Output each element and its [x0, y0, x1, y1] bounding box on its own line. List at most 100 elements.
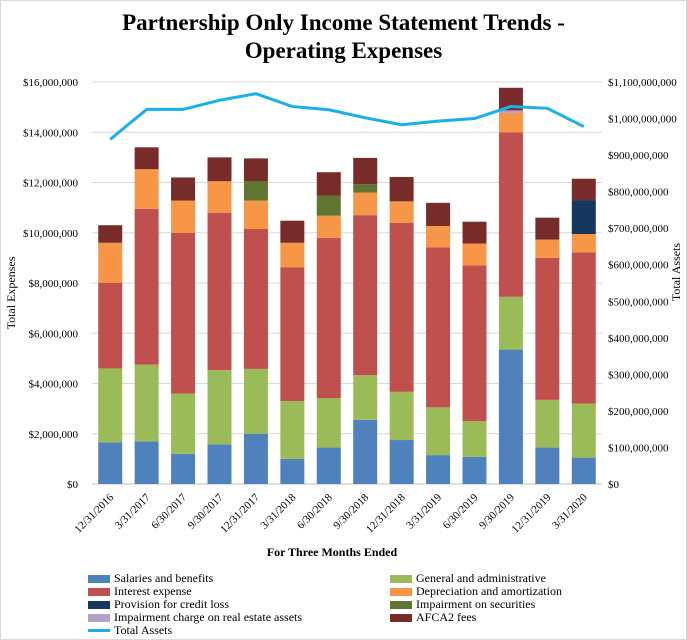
bar-segment-depreciation-and-amortization	[280, 242, 305, 268]
x-tick-label: 6/30/2018	[295, 491, 335, 531]
right-tick-label: $0	[608, 479, 620, 491]
bar-segment-salaries-and-benefits	[98, 442, 123, 484]
bar-segment-afca2-fees	[316, 172, 341, 196]
bar-segment-provision-for-credit-loss	[571, 200, 596, 235]
bar-segment-afca2-fees	[134, 147, 159, 170]
legend-label: Salaries and benefits	[114, 571, 214, 585]
bar-segment-salaries-and-benefits	[535, 447, 560, 484]
left-tick-label: $0	[67, 479, 79, 491]
bar-segment-interest-expense	[171, 232, 196, 394]
bar-segment-salaries-and-benefits	[462, 456, 487, 484]
bar-segment-interest-expense	[243, 228, 268, 369]
bar-segment-afca2-fees	[571, 178, 596, 201]
bar-segment-impairment-charge-on-real-estate-assets	[498, 110, 523, 113]
bar-segment-afca2-fees	[98, 225, 123, 243]
legend-item: General and administrative	[390, 571, 546, 585]
legend-swatch	[88, 613, 110, 622]
bar-segment-general-and-administrative	[353, 375, 378, 420]
bar-segment-general-and-administrative	[316, 398, 341, 448]
x-tick-label: 6/30/2017	[149, 491, 189, 531]
left-tick-label: $16,000,000	[23, 77, 79, 89]
bar-segment-depreciation-and-amortization	[316, 215, 341, 238]
legend-swatch	[390, 600, 412, 609]
bar-segment-salaries-and-benefits	[243, 433, 268, 484]
x-tick-label: 3/31/2018	[258, 491, 298, 531]
legend-item: Provision for credit loss	[88, 597, 229, 611]
y-axis-title-right: Total Assets	[669, 243, 683, 301]
bar-segment-general-and-administrative	[280, 401, 305, 459]
bar-segment-interest-expense	[498, 132, 523, 297]
right-tick-label: $300,000,000	[608, 369, 669, 381]
bar-segment-salaries-and-benefits	[207, 444, 232, 484]
bar-segment-afca2-fees	[243, 158, 268, 181]
bar-segment-interest-expense	[535, 257, 560, 400]
bar-segment-general-and-administrative	[171, 393, 196, 454]
right-tick-label: $500,000,000	[608, 296, 669, 308]
x-axis-title: For Three Months Ended	[267, 545, 398, 559]
bar-segment-general-and-administrative	[389, 391, 414, 441]
x-tick-label: 3/31/2019	[404, 491, 444, 531]
right-tick-label: $400,000,000	[608, 333, 669, 345]
left-tick-label: $10,000,000	[23, 228, 79, 240]
x-tick-label: 12/31/2019	[510, 491, 554, 535]
bar-segment-general-and-administrative	[462, 421, 487, 457]
legend-label: Impairment charge on real estate assets	[114, 610, 303, 624]
legend-swatch	[390, 613, 412, 622]
bar-segment-impairment-on-securities	[243, 180, 268, 201]
bar-segment-interest-expense	[98, 283, 123, 369]
legend: Salaries and benefits General and adminis…	[88, 571, 648, 638]
bar-segment-afca2-fees	[535, 217, 560, 240]
legend-item: Total Assets	[88, 623, 172, 637]
x-tick-label: 3/31/2017	[113, 491, 153, 531]
bar-segment-afca2-fees	[207, 157, 232, 182]
legend-label: Interest expense	[114, 584, 192, 598]
right-tick-label: $200,000,000	[608, 406, 669, 418]
x-tick-label: 12/31/2018	[364, 491, 408, 535]
left-tick-label: $8,000,000	[29, 278, 79, 290]
bar-segment-salaries-and-benefits	[498, 349, 523, 484]
right-tick-label: $100,000,000	[608, 442, 669, 454]
legend-item: Impairment charge on real estate assets	[88, 610, 303, 624]
x-tick-label: 12/31/2016	[72, 491, 116, 535]
right-tick-label: $1,100,000,000	[608, 77, 677, 89]
bar-segment-salaries-and-benefits	[316, 447, 341, 484]
bar-segment-interest-expense	[426, 247, 451, 408]
bar-segment-salaries-and-benefits	[134, 441, 159, 484]
bar-segment-salaries-and-benefits	[389, 440, 414, 484]
bar-segment-impairment-on-securities	[316, 195, 341, 216]
x-tick-label: 12/31/2017	[218, 491, 262, 535]
legend-item: Impairment on securities	[390, 597, 535, 611]
bar-segment-depreciation-and-amortization	[171, 200, 196, 233]
left-tick-label: $12,000,000	[23, 178, 79, 190]
bar-segment-general-and-administrative	[426, 407, 451, 456]
bar-segment-depreciation-and-amortization	[389, 201, 414, 223]
bar-segment-depreciation-and-amortization	[462, 243, 487, 266]
bar-segment-interest-expense	[207, 212, 232, 371]
bar-segment-interest-expense	[353, 215, 378, 376]
bar-segment-afca2-fees	[426, 202, 451, 226]
bar-segment-depreciation-and-amortization	[134, 169, 159, 209]
legend-swatch	[88, 600, 110, 609]
bar-segment-salaries-and-benefits	[353, 419, 378, 484]
legend-line-swatch	[88, 629, 110, 632]
bar-segment-interest-expense	[316, 237, 341, 399]
left-tick-label: $2,000,000	[29, 429, 79, 441]
legend-item: Depreciation and amortization	[390, 584, 562, 598]
bar-segment-general-and-administrative	[134, 364, 159, 442]
bar-segment-general-and-administrative	[535, 399, 560, 448]
bar-segment-depreciation-and-amortization	[353, 192, 378, 216]
bar-segment-afca2-fees	[389, 176, 414, 202]
right-tick-label: $600,000,000	[608, 260, 669, 272]
left-tick-label: $4,000,000	[29, 379, 79, 391]
bar-segment-afca2-fees	[462, 221, 487, 244]
bar-segment-depreciation-and-amortization	[498, 112, 523, 133]
bar-segment-afca2-fees	[498, 87, 523, 111]
legend-item: Interest expense	[88, 584, 192, 598]
bar-segment-general-and-administrative	[243, 368, 268, 434]
legend-label: AFCA2 fees	[416, 610, 477, 624]
left-tick-label: $14,000,000	[23, 127, 79, 139]
legend-swatch	[88, 574, 110, 583]
legend-item: AFCA2 fees	[390, 610, 477, 624]
bar-segment-general-and-administrative	[498, 296, 523, 350]
